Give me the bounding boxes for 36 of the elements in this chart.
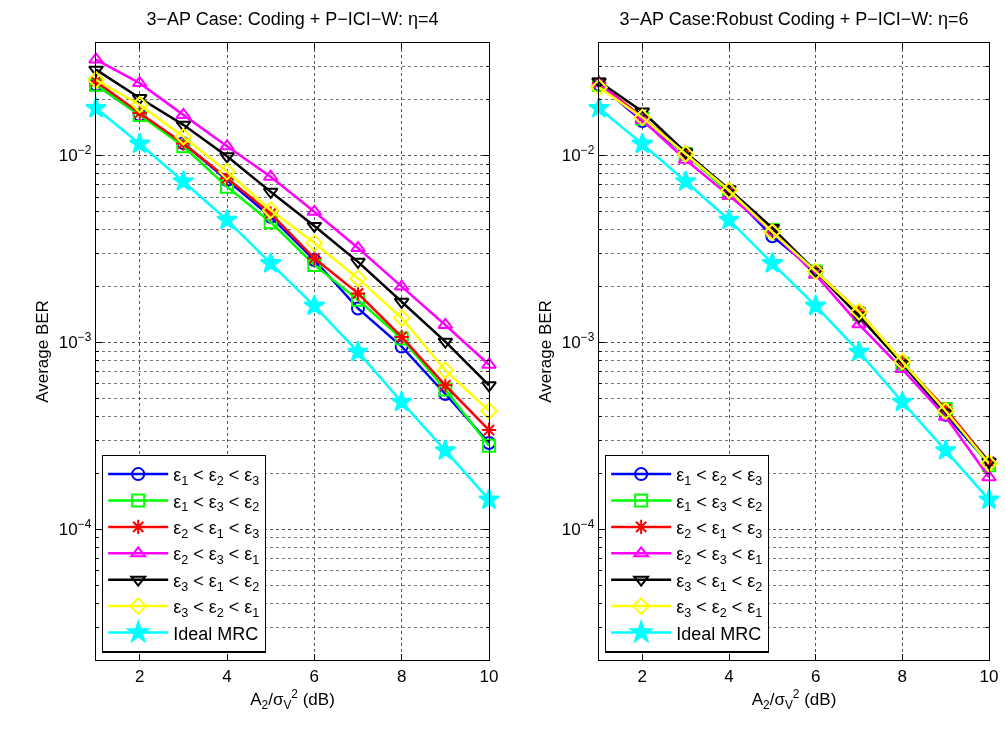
legend-label: ε$_{3}$ < ε$_{2}$ < ε$_{1}$ xyxy=(173,597,260,620)
x-tick-label: 10 xyxy=(479,666,499,686)
y-tick-label: 10$^{−4}$ xyxy=(561,517,595,540)
x-tick-label: 4 xyxy=(222,666,232,686)
y-tick-label: 10$^{−2}$ xyxy=(58,143,92,166)
legend-label: ε$_{3}$ < ε$_{2}$ < ε$_{1}$ xyxy=(676,597,763,620)
y-tick-label: 10$^{−2}$ xyxy=(561,143,595,166)
y-tick-label: 10$^{−3}$ xyxy=(561,330,595,353)
legend-label: ε$_{1}$ < ε$_{3}$ < ε$_{2}$ xyxy=(676,491,763,515)
legend-label: Ideal MRC xyxy=(676,623,762,644)
x-tick-label: 6 xyxy=(810,666,821,686)
legend-label: ε$_{2}$ < ε$_{3}$ < ε$_{1}$ xyxy=(676,544,763,568)
legend-label: Ideal MRC xyxy=(173,623,259,644)
x-tick-label: 4 xyxy=(724,666,734,686)
legend-label: ε$_{2}$ < ε$_{1}$ < ε$_{3}$ xyxy=(173,517,260,541)
legend-label: ε$_{3}$ < ε$_{1}$ < ε$_{2}$ xyxy=(173,570,260,594)
y-tick-label: 10$^{−3}$ xyxy=(58,330,92,353)
x-axis-title: A$_{2}$/σ$_{V}$$^{2}$ (dB) xyxy=(751,686,837,712)
y-tick-label: 10$^{−4}$ xyxy=(58,517,92,540)
legend-label: ε$_{1}$ < ε$_{2}$ < ε$_{3}$ xyxy=(676,465,763,488)
x-axis-title: A$_{2}$/σ$_{V}$$^{2}$ (dB) xyxy=(250,686,335,712)
y-axis-title: Average BER xyxy=(32,300,52,403)
y-axis-title: Average BER xyxy=(535,300,555,403)
x-tick-label: 2 xyxy=(637,666,648,686)
x-tick-label: 8 xyxy=(897,666,908,686)
x-tick-label: 10 xyxy=(979,666,999,686)
x-tick-label: 6 xyxy=(309,666,320,686)
legend-label: ε$_{3}$ < ε$_{1}$ < ε$_{2}$ xyxy=(676,570,763,594)
chart-title: 3−AP Case: Coding + P−ICI−W: η=4 xyxy=(146,8,439,29)
chart-title: 3−AP Case:Robust Coding + P−ICI−W: η=6 xyxy=(619,8,969,29)
x-tick-label: 8 xyxy=(396,666,407,686)
legend-label: ε$_{1}$ < ε$_{2}$ < ε$_{3}$ xyxy=(173,465,260,488)
legend-label: ε$_{1}$ < ε$_{3}$ < ε$_{2}$ xyxy=(173,491,260,515)
legend-label: ε$_{2}$ < ε$_{1}$ < ε$_{3}$ xyxy=(676,517,763,541)
x-tick-label: 2 xyxy=(134,666,145,686)
legend-label: ε$_{2}$ < ε$_{3}$ < ε$_{1}$ xyxy=(173,544,260,568)
